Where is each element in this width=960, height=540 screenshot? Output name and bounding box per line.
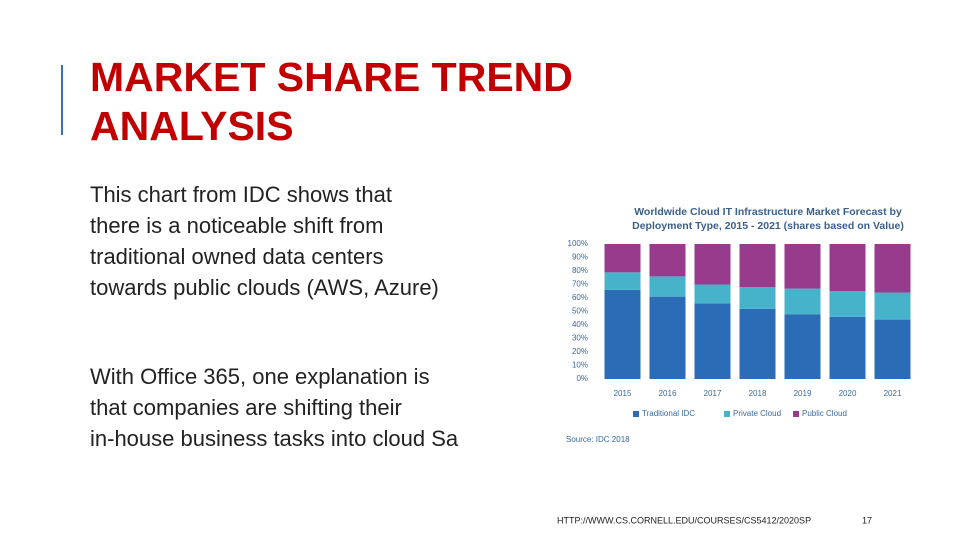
bar-segment [784, 314, 821, 379]
body-line: With Office 365, one explanation is [90, 364, 430, 389]
chart-title: Deployment Type, 2015 - 2021 (shares bas… [632, 220, 904, 232]
bar-segment [784, 244, 821, 289]
bar-segment [874, 319, 911, 379]
y-tick-label: 90% [572, 253, 588, 262]
legend-label: Public Cloud [802, 409, 847, 418]
y-tick-label: 0% [576, 374, 588, 383]
chart-source: Source: IDC 2018 [566, 435, 630, 444]
bar-segment [829, 316, 866, 379]
y-tick-label: 40% [572, 320, 588, 329]
bar-segment [739, 244, 776, 288]
footer-url: HTTP://WWW.CS.CORNELL.EDU/COURSES/CS5412… [557, 515, 811, 525]
bar-segment [604, 272, 641, 290]
bar-segment [829, 244, 866, 292]
bar-segment [649, 244, 686, 277]
x-tick-label: 2015 [614, 389, 632, 398]
chart: Worldwide Cloud IT Infrastructure Market… [556, 196, 935, 450]
y-tick-label: 50% [572, 307, 588, 316]
y-tick-label: 20% [572, 347, 588, 356]
page-number: 17 [862, 515, 872, 525]
y-tick-label: 100% [568, 239, 588, 248]
body-line: in-house business tasks into cloud Sa [90, 426, 459, 451]
x-tick-label: 2017 [704, 389, 722, 398]
bar-segment [604, 244, 641, 273]
bar-segment [874, 244, 911, 293]
x-tick-label: 2021 [884, 389, 902, 398]
bar-segment [829, 291, 866, 317]
y-tick-label: 80% [572, 266, 588, 275]
legend-swatch [633, 411, 639, 417]
chart-title: Worldwide Cloud IT Infrastructure Market… [634, 206, 902, 218]
body-line: traditional owned data centers [90, 244, 384, 269]
body-line: that companies are shifting their [90, 395, 402, 420]
bar-segment [649, 276, 686, 297]
body-text: This chart from IDC shows that there is a… [90, 182, 459, 451]
bar-segment [649, 296, 686, 379]
bar-segment [694, 244, 731, 285]
y-tick-label: 60% [572, 293, 588, 302]
body-line: towards public clouds (AWS, Azure) [90, 275, 439, 300]
bar-segment [874, 292, 911, 320]
bar-segment [604, 289, 641, 379]
x-tick-label: 2019 [794, 389, 812, 398]
bar-segment [694, 284, 731, 304]
legend-swatch [793, 411, 799, 417]
x-tick-label: 2020 [839, 389, 857, 398]
x-tick-label: 2018 [749, 389, 767, 398]
slide-title: ANALYSIS [90, 103, 294, 149]
y-tick-label: 10% [572, 361, 588, 370]
slide-title: MARKET SHARE TREND [90, 54, 573, 100]
y-tick-label: 70% [572, 280, 588, 289]
body-line: there is a noticeable shift from [90, 213, 383, 238]
legend-label: Traditional IDC [642, 409, 695, 418]
bar-segment [739, 308, 776, 379]
body-line: This chart from IDC shows that [90, 182, 392, 207]
bar-segment [784, 288, 821, 315]
bar-segment [739, 287, 776, 309]
bar-segment [694, 303, 731, 379]
y-tick-label: 30% [572, 334, 588, 343]
legend-swatch [724, 411, 730, 417]
legend-label: Private Cloud [733, 409, 781, 418]
x-tick-label: 2016 [659, 389, 677, 398]
